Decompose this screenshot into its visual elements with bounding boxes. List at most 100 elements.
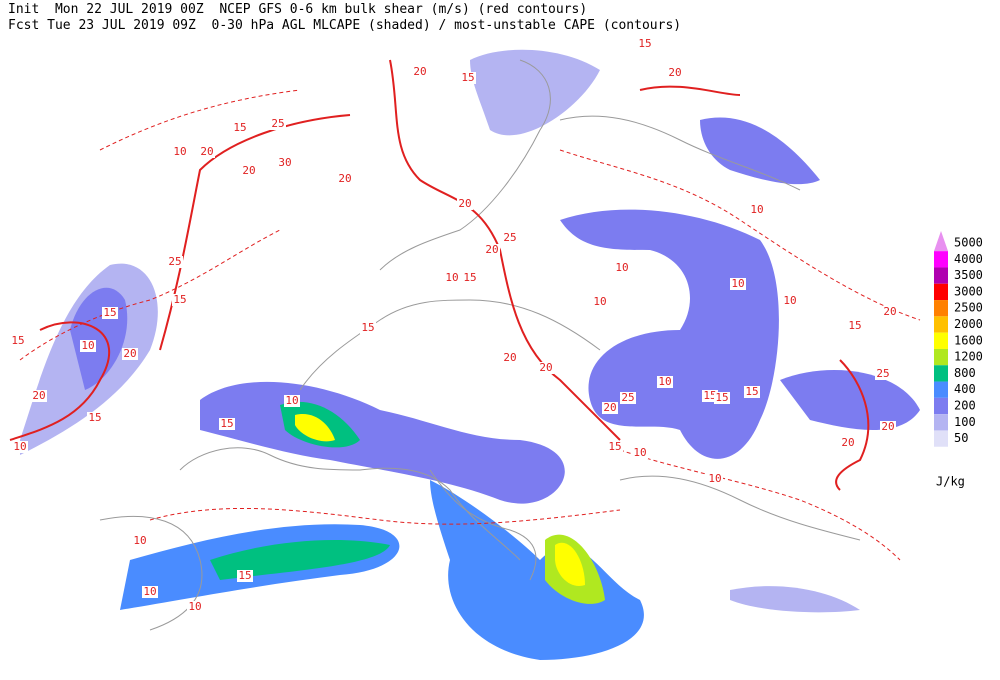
contour-label: 10 bbox=[188, 600, 201, 613]
label-box bbox=[80, 340, 96, 352]
legend-label: 4000 bbox=[954, 252, 983, 266]
legend-label: 200 bbox=[954, 399, 976, 413]
legend-swatch bbox=[934, 365, 948, 382]
shear-contour bbox=[559, 149, 921, 321]
contour-label: 15 bbox=[715, 391, 728, 404]
label-box bbox=[87, 412, 103, 424]
contour-label: 15 bbox=[233, 121, 246, 134]
label-box bbox=[847, 320, 863, 332]
label-box bbox=[637, 38, 653, 50]
contour-label: 15 bbox=[238, 569, 251, 582]
label-box bbox=[620, 392, 636, 404]
cape-shading bbox=[20, 49, 920, 660]
contour-label: 20 bbox=[123, 347, 136, 360]
cape-area bbox=[430, 480, 644, 660]
contour-label: 20 bbox=[668, 66, 681, 79]
contour-label: 15 bbox=[848, 319, 861, 332]
contour-label: 15 bbox=[745, 385, 758, 398]
label-box bbox=[10, 335, 26, 347]
contour-label: 20 bbox=[881, 420, 894, 433]
legend-unit: J/kg bbox=[936, 475, 965, 489]
contour-label: 25 bbox=[503, 231, 516, 244]
contour-label: 10 bbox=[173, 145, 186, 158]
label-box bbox=[462, 272, 478, 284]
contour-label: 15 bbox=[103, 306, 116, 319]
label-box bbox=[667, 67, 683, 79]
contour-label: 20 bbox=[458, 197, 471, 210]
contour-label: 15 bbox=[461, 71, 474, 84]
legend-swatch bbox=[934, 414, 948, 431]
contour-label: 20 bbox=[200, 145, 213, 158]
contour-label: 10 bbox=[13, 440, 26, 453]
label-box bbox=[199, 146, 215, 158]
cape-area bbox=[210, 540, 390, 580]
label-box bbox=[31, 390, 47, 402]
contour-label: 10 bbox=[731, 277, 744, 290]
contour-label: 15 bbox=[11, 334, 24, 347]
label-box bbox=[122, 348, 138, 360]
label-box bbox=[167, 256, 183, 268]
contour-label: 15 bbox=[88, 411, 101, 424]
cape-area bbox=[730, 586, 860, 613]
contour-label: 20 bbox=[413, 65, 426, 78]
contour-label: 20 bbox=[338, 172, 351, 185]
legend-label: 1200 bbox=[954, 350, 983, 364]
label-box bbox=[187, 601, 203, 613]
label-box bbox=[632, 447, 648, 459]
contour-label: 10 bbox=[445, 271, 458, 284]
contour-label: 20 bbox=[841, 436, 854, 449]
contour-labels: 15 20 10 25 30 20 20 20 15 20 25 20 10 15 25 15 15 10 20 20… bbox=[10, 37, 898, 613]
cape-area bbox=[560, 209, 779, 459]
legend-label: 3000 bbox=[954, 284, 983, 298]
contour-label: 20 bbox=[242, 164, 255, 177]
shear-contour bbox=[159, 114, 351, 351]
label-box bbox=[232, 122, 248, 134]
label-box bbox=[707, 473, 723, 485]
coastlines bbox=[99, 59, 861, 631]
contour-label: 10 bbox=[783, 294, 796, 307]
contour-label: 15 bbox=[608, 440, 621, 453]
cape-area bbox=[470, 49, 600, 136]
contour-label: 30 bbox=[278, 156, 291, 169]
label-box bbox=[132, 535, 148, 547]
label-box bbox=[840, 437, 856, 449]
coastline bbox=[429, 469, 537, 581]
label-box bbox=[502, 232, 518, 244]
cape-area bbox=[555, 542, 585, 586]
contour-label: 15 bbox=[220, 417, 233, 430]
contour-label: 20 bbox=[883, 305, 896, 318]
contour-label: 10 bbox=[593, 295, 606, 308]
label-box bbox=[744, 386, 760, 398]
contour-label: 10 bbox=[615, 261, 628, 274]
label-box bbox=[444, 272, 460, 284]
legend-triangle bbox=[934, 231, 948, 252]
shear-contour bbox=[149, 507, 621, 525]
label-box bbox=[714, 392, 730, 404]
legend-label: 800 bbox=[954, 366, 976, 380]
legend-label: 50 bbox=[954, 431, 968, 445]
cape-area bbox=[295, 414, 335, 442]
contour-label: 20 bbox=[503, 351, 516, 364]
label-box bbox=[592, 296, 608, 308]
label-box bbox=[484, 244, 500, 256]
label-box bbox=[12, 441, 28, 453]
contour-label: 20 bbox=[539, 361, 552, 374]
label-box bbox=[460, 72, 476, 84]
coastline bbox=[379, 59, 551, 271]
label-box bbox=[172, 146, 188, 158]
contour-label: 15 bbox=[638, 37, 651, 50]
legend-label: 2500 bbox=[954, 301, 983, 315]
contour-label: 25 bbox=[271, 117, 284, 130]
contour-label: 10 bbox=[708, 472, 721, 485]
contour-label: 10 bbox=[633, 446, 646, 459]
contour-label: 25 bbox=[168, 255, 181, 268]
label-box bbox=[219, 418, 235, 430]
label-box bbox=[412, 66, 428, 78]
cape-area bbox=[200, 381, 565, 504]
contour-label: 25 bbox=[621, 391, 634, 404]
contour-label: 20 bbox=[485, 243, 498, 256]
shear-contour bbox=[99, 89, 301, 151]
legend-swatch bbox=[934, 348, 948, 366]
shear-contour bbox=[9, 321, 111, 441]
